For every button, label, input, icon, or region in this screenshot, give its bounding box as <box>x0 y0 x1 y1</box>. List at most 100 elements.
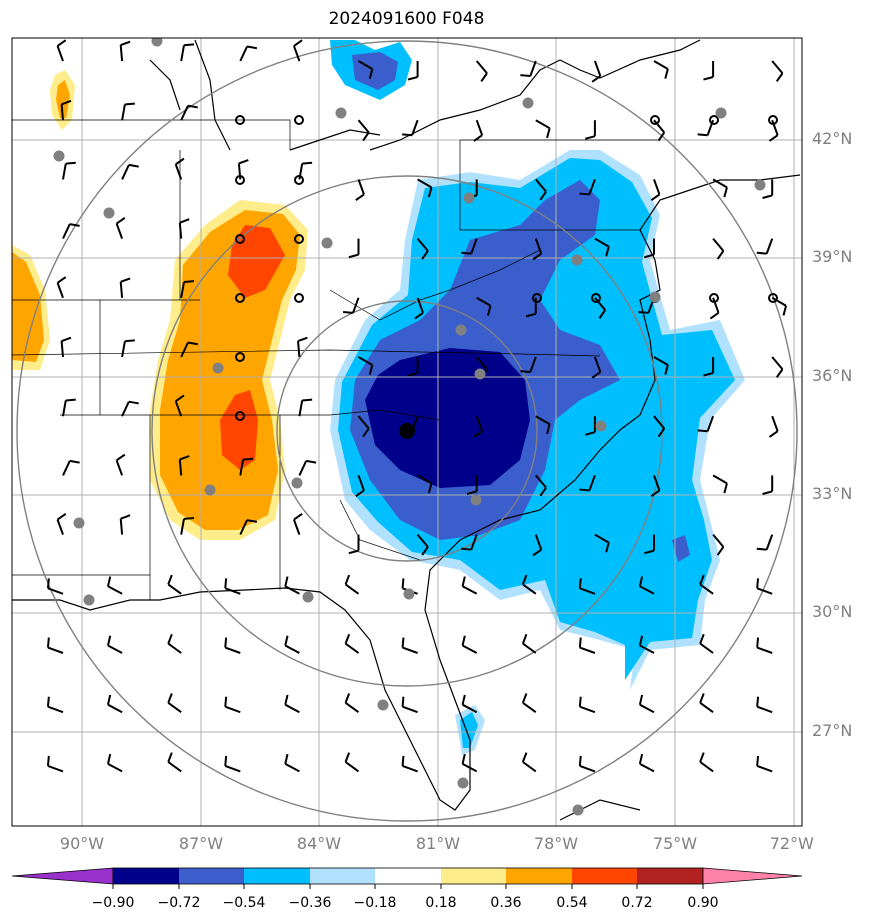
wind-barb-flag <box>650 489 661 497</box>
wind-barb-flag <box>638 635 644 646</box>
wind-barb <box>588 475 596 491</box>
wind-barb <box>470 534 478 550</box>
wind-barb <box>239 46 248 62</box>
colorbar-bin <box>179 868 244 884</box>
wind-barb <box>119 44 124 62</box>
wind-barb <box>593 60 602 77</box>
coastlines <box>12 39 801 821</box>
wind-barb <box>180 281 185 298</box>
storm-center-marker <box>399 423 415 439</box>
wind-barb <box>712 474 728 485</box>
colorbar-label: 0.54 <box>556 895 588 911</box>
wind-barb-flag <box>521 574 528 585</box>
wind-barb-flag <box>284 635 289 646</box>
wind-barb <box>224 764 241 773</box>
wind-barb-flag <box>699 752 705 763</box>
wind-barb-flag <box>224 696 228 707</box>
wind-barb-flag <box>46 637 50 648</box>
wind-barb <box>817 705 831 713</box>
wind-barb-flag <box>716 546 725 556</box>
wind-barb <box>239 459 245 476</box>
wind-barb-flag <box>284 694 289 705</box>
wind-barb <box>344 761 360 773</box>
wind-barb-flag <box>56 513 67 521</box>
colorbar-bin <box>441 868 506 884</box>
wind-barb <box>417 178 432 189</box>
wind-barb-flag <box>401 696 405 707</box>
colorbar-label: −0.18 <box>353 895 397 911</box>
wind-barb-flag <box>521 693 528 704</box>
wind-barb-flag <box>246 45 258 50</box>
lon-label: 81°W <box>415 834 461 853</box>
wind-barb-flag <box>487 305 492 316</box>
wind-barb-flag <box>238 159 249 165</box>
wind-barb-flag <box>402 133 413 137</box>
colorbar-label: −0.36 <box>288 895 332 911</box>
wind-barb-flag <box>224 755 228 767</box>
wind-barb-flag <box>703 372 714 377</box>
wind-barb <box>56 282 64 299</box>
wind-barb-flag <box>473 430 483 438</box>
wind-barb-flag <box>699 574 705 585</box>
anomaly-fill-dark-blue <box>365 348 530 488</box>
wind-barb-flag <box>167 693 173 704</box>
wind-barb <box>535 119 551 130</box>
wind-barb-flag <box>124 339 135 343</box>
wind-barb-flag <box>116 217 126 225</box>
wind-barb <box>411 119 419 136</box>
wind-barb-flag <box>520 370 531 374</box>
wind-barb <box>831 120 845 128</box>
wind-barb <box>712 297 720 314</box>
wind-barb <box>344 701 360 714</box>
wind-barb <box>475 356 488 370</box>
wind-barb-flag <box>843 424 846 434</box>
colorbar-bin <box>637 868 703 884</box>
wind-barb <box>534 238 543 254</box>
wind-barb-flag <box>302 398 313 402</box>
anomaly-fill-orange-red-south <box>220 390 258 470</box>
wind-barb <box>357 415 370 430</box>
lat-label: 27°N <box>812 721 853 740</box>
wind-barb <box>284 703 300 714</box>
wind-barb <box>579 764 596 773</box>
wind-barb <box>107 703 123 714</box>
wind-barb-flag <box>362 427 370 438</box>
wind-barb <box>653 179 661 195</box>
map-area <box>12 38 846 826</box>
wind-barb <box>62 460 71 476</box>
wind-barb-flag <box>167 574 173 585</box>
wind-barb-flag <box>829 550 837 556</box>
lat-label: 39°N <box>812 247 853 266</box>
wind-barb-flag <box>106 694 112 705</box>
wind-barb-flag <box>183 43 195 47</box>
wind-barb <box>462 644 478 654</box>
wind-barb <box>107 644 123 654</box>
wind-barb-flag <box>521 633 528 644</box>
wind-barb <box>417 474 432 485</box>
wind-barb-flag <box>697 429 708 433</box>
range-ring-outer <box>16 40 798 822</box>
wind-barb-flag <box>756 637 760 648</box>
wind-barb <box>47 764 64 773</box>
wind-barb-flag <box>657 131 666 142</box>
wind-barb <box>712 237 725 252</box>
wind-barb-flag <box>605 246 610 257</box>
wind-barb <box>107 585 123 595</box>
wind-barb-flag <box>461 547 472 551</box>
wind-barb <box>639 585 655 595</box>
wind-barb <box>416 297 425 314</box>
wind-barb <box>357 475 365 491</box>
wind-barb-flag <box>579 192 590 196</box>
colorbar-bin <box>572 868 637 884</box>
wind-barb-flag <box>520 74 531 78</box>
wind-barb <box>292 45 301 62</box>
wind-barb <box>756 705 773 714</box>
wind-barb <box>699 642 714 654</box>
wind-barb-flag <box>116 453 126 462</box>
wind-barb <box>817 764 831 772</box>
wind-barb <box>121 164 130 180</box>
lon-label: 90°W <box>59 834 105 853</box>
wind-barb-flag <box>46 755 50 767</box>
wind-barb <box>121 401 130 417</box>
anomaly-fill-royal-blue-small <box>352 52 398 90</box>
